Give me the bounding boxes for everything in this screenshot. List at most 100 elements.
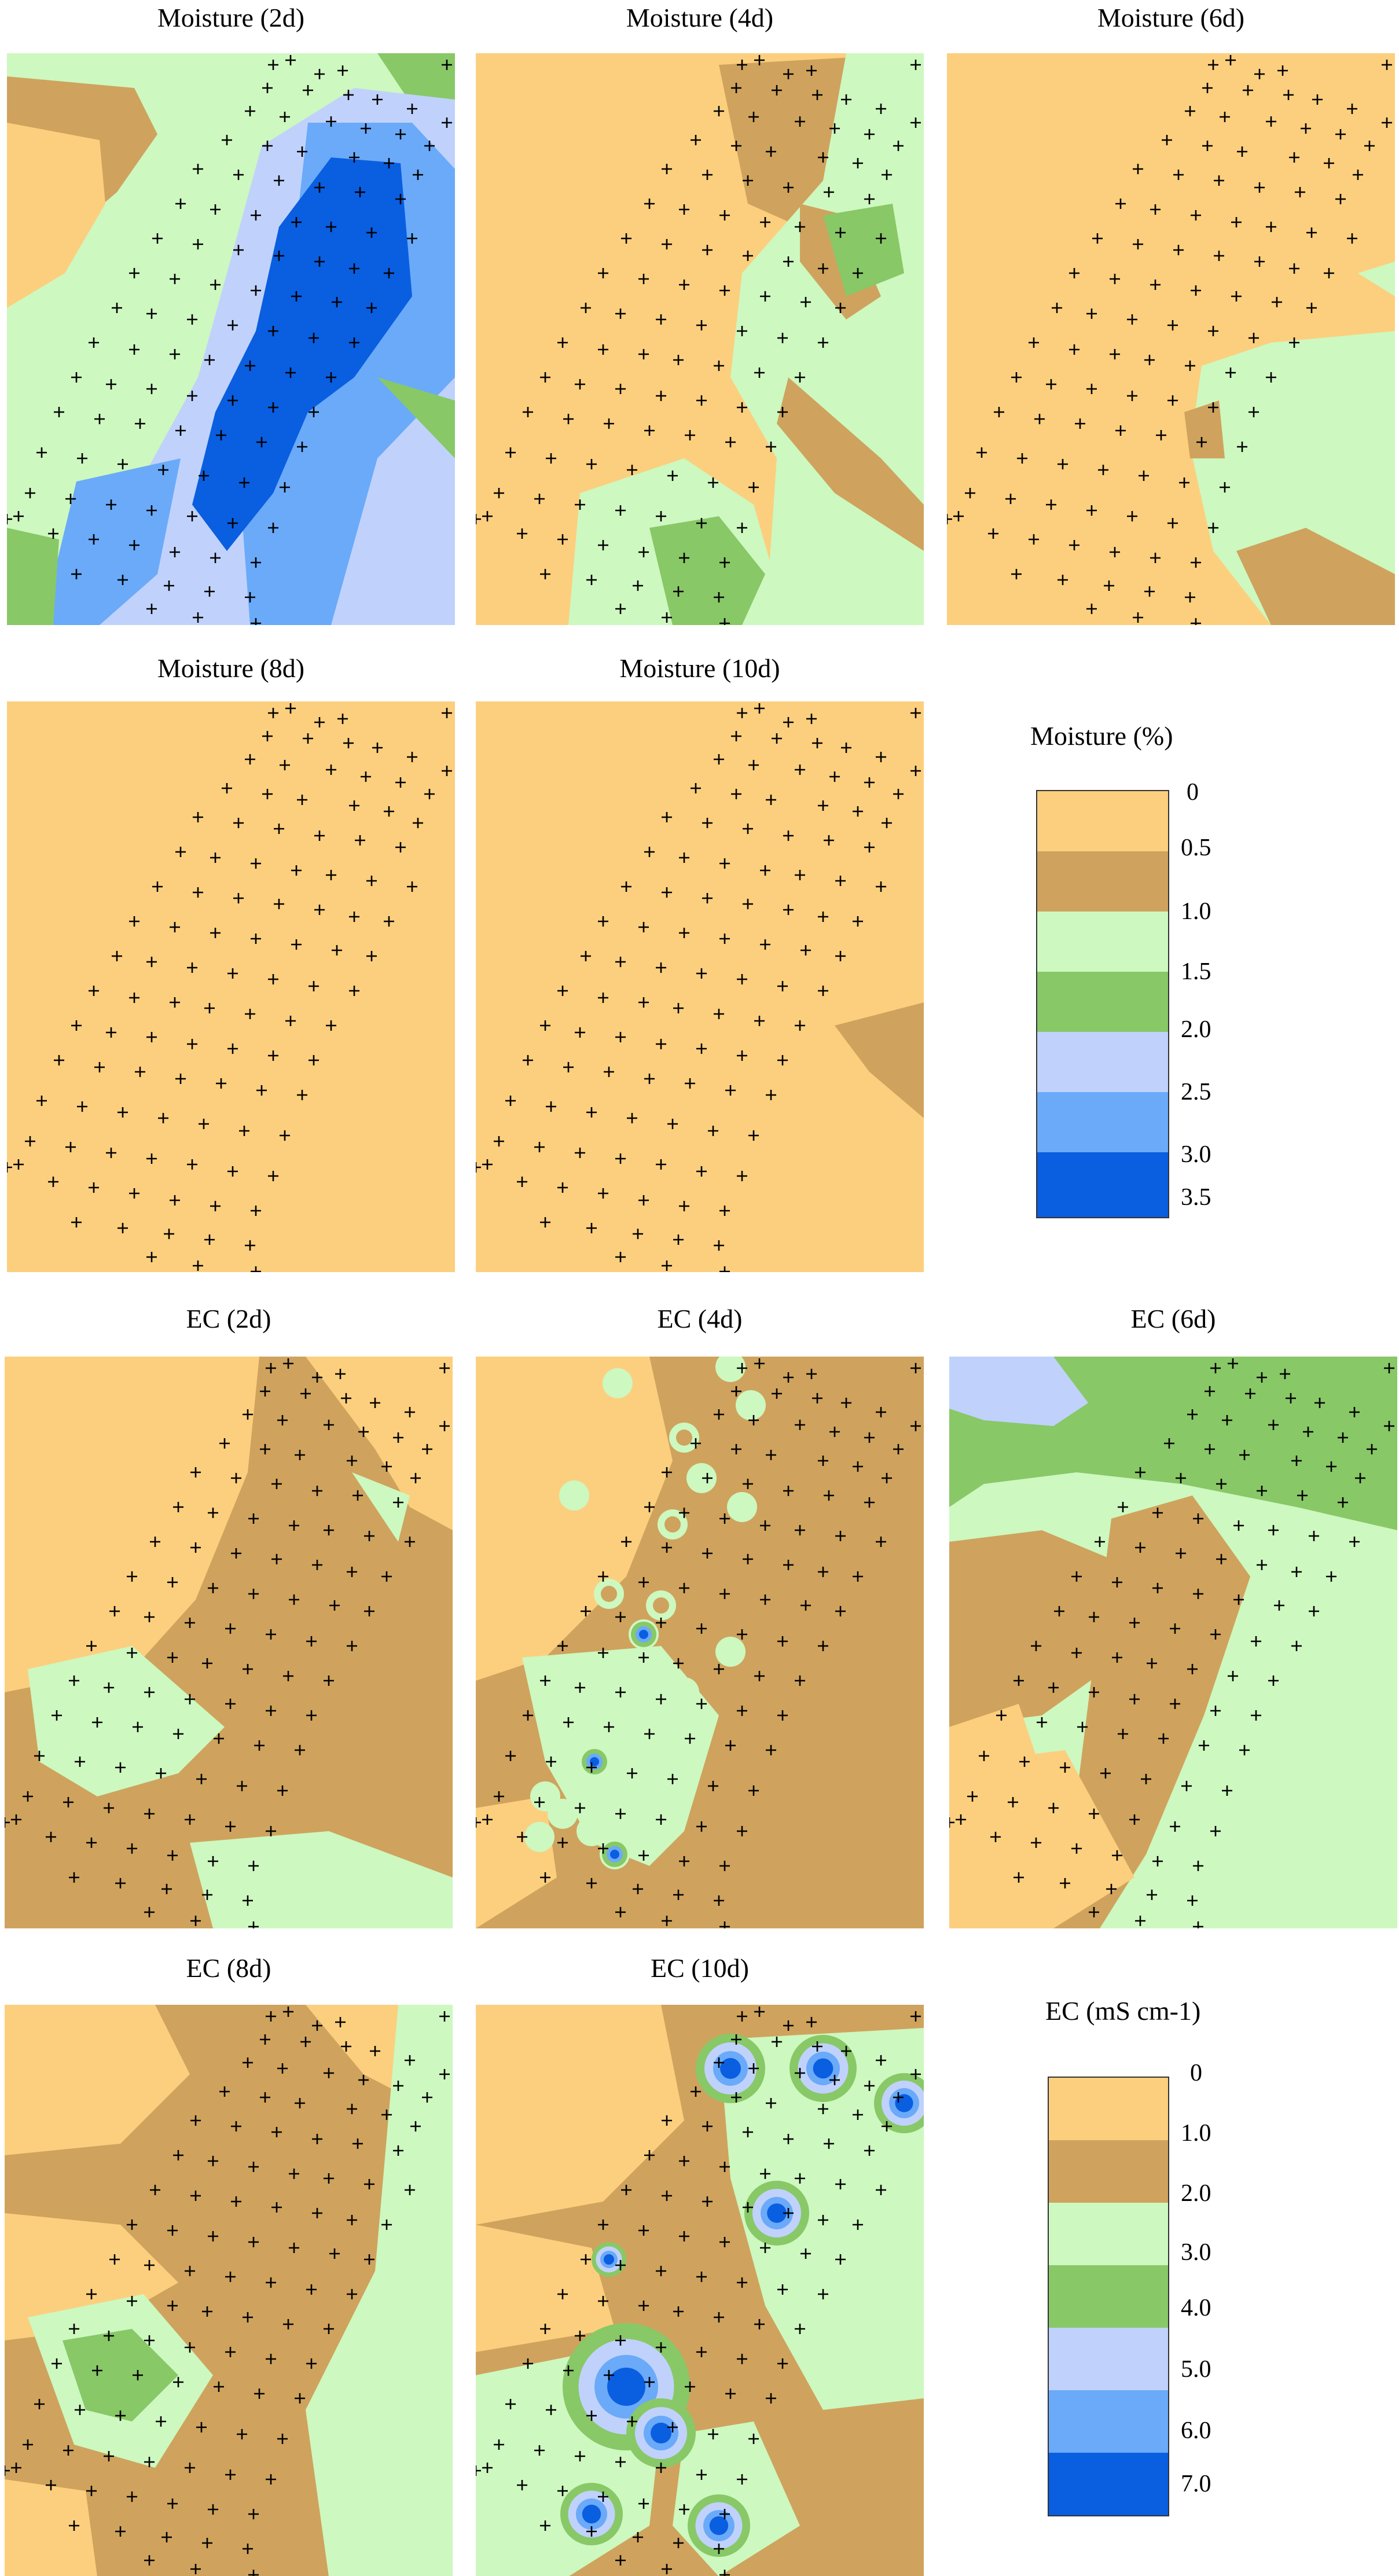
sample-point-marker (442, 708, 452, 718)
sample-point-marker (71, 569, 82, 579)
sample-point-marker (719, 1266, 730, 1272)
sample-point-marker (644, 1502, 655, 1512)
sample-point-marker (266, 1706, 276, 1716)
sample-point-marker (158, 1113, 168, 1123)
sample-point-marker (1017, 453, 1027, 464)
sample-point-marker (910, 117, 921, 128)
sample-point-marker (1220, 112, 1230, 122)
sample-point-marker (662, 1542, 672, 1553)
sample-point-marker (285, 1016, 296, 1026)
map-zone (720, 2058, 741, 2079)
sample-point-marker (783, 1560, 794, 1570)
sample-point-marker (696, 2470, 707, 2480)
sample-point-marker (355, 835, 365, 846)
sample-point-marker (413, 818, 423, 828)
sample-point-marker (812, 1393, 822, 1403)
sample-point-marker (187, 391, 197, 401)
sample-point-marker (170, 922, 180, 932)
sample-point-marker (656, 962, 666, 973)
sample-point-marker (262, 83, 273, 93)
sample-point-marker (347, 1641, 357, 1651)
sample-point-marker (185, 2266, 195, 2276)
sample-point-marker (109, 2254, 120, 2265)
sample-point-marker (285, 55, 296, 65)
sample-point-marker (324, 1525, 334, 1535)
sample-point-marker (1222, 1415, 1232, 1425)
sample-point-marker (673, 586, 684, 597)
sample-point-marker (910, 2011, 921, 2022)
sample-point-marker (743, 1479, 753, 1489)
sample-point-marker (517, 2480, 527, 2490)
sample-point-marker (69, 2324, 79, 2334)
sample-point-marker (835, 2254, 846, 2265)
sample-point-marker (882, 170, 892, 180)
map-zone (7, 123, 105, 308)
sample-point-marker (679, 1508, 689, 1518)
sample-point-marker (1089, 1612, 1099, 1622)
sample-point-marker (795, 765, 805, 775)
sample-point-marker (1048, 1682, 1059, 1693)
sample-point-marker (193, 812, 203, 822)
sample-point-marker (295, 2393, 305, 2404)
sample-point-marker (679, 280, 689, 290)
sample-point-marker (638, 547, 649, 557)
sample-point-marker (115, 2526, 126, 2537)
map-zone (823, 204, 904, 296)
sample-point-marker (667, 471, 678, 481)
sample-point-marker (65, 1142, 76, 1152)
sample-point-marker (395, 842, 406, 852)
sample-point-marker (696, 1623, 707, 1634)
sample-point-marker (621, 1537, 631, 1547)
sample-point-marker (1034, 414, 1045, 424)
sample-point-marker (1095, 1537, 1105, 1547)
sample-point-marker (540, 372, 550, 383)
sample-point-marker (1286, 1393, 1296, 1403)
sample-point-marker (384, 806, 394, 817)
sample-point-marker (46, 1832, 56, 1842)
sample-point-marker (204, 1003, 215, 1013)
sample-point-marker (824, 2138, 834, 2149)
sample-point-marker (679, 2231, 689, 2241)
map-zone (577, 1816, 607, 1846)
map-zone (715, 1637, 746, 1667)
sample-point-marker (227, 518, 238, 528)
sample-point-marker (13, 511, 24, 521)
sample-point-marker (341, 1393, 351, 1403)
sample-point-marker (1089, 1809, 1099, 1819)
sample-point-marker (1349, 1537, 1360, 1547)
sample-point-marker (586, 2410, 597, 2421)
sample-point-marker (364, 2179, 374, 2189)
sample-point-marker (144, 2555, 155, 2566)
sample-point-marker (835, 876, 846, 886)
sample-point-marker (662, 1467, 672, 1478)
sample-point-marker (947, 514, 952, 524)
sample-point-marker (407, 881, 417, 892)
sample-point-marker (557, 2486, 568, 2496)
sample-point-marker (910, 2069, 921, 2079)
sample-point-marker (864, 1432, 875, 1443)
sample-point-marker (737, 402, 747, 413)
sample-point-marker (719, 210, 730, 221)
sample-point-marker (598, 344, 608, 355)
map-zone (949, 1750, 1134, 1928)
sample-point-marker (190, 2564, 201, 2574)
sample-point-marker (910, 1363, 921, 1373)
map-zone (653, 1597, 669, 1614)
sample-point-marker (372, 743, 383, 753)
sample-point-marker (806, 2017, 817, 2027)
sample-point-marker (309, 333, 319, 343)
sample-point-marker (737, 326, 747, 336)
panel-title: Moisture (2d) (157, 3, 305, 32)
sample-point-marker (1110, 547, 1120, 557)
legend-label: 0 (1187, 779, 1199, 806)
sample-point-marker (708, 2429, 718, 2439)
sample-point-marker (358, 1427, 369, 1437)
sample-point-marker (248, 2237, 259, 2247)
sample-point-marker (615, 2260, 626, 2270)
sample-point-marker (170, 1195, 180, 1206)
sample-point-marker (748, 1130, 759, 1141)
sample-point-marker (754, 55, 765, 65)
sample-point-marker (772, 733, 782, 744)
sample-point-marker (1008, 1797, 1018, 1807)
sample-point-marker (760, 291, 770, 302)
